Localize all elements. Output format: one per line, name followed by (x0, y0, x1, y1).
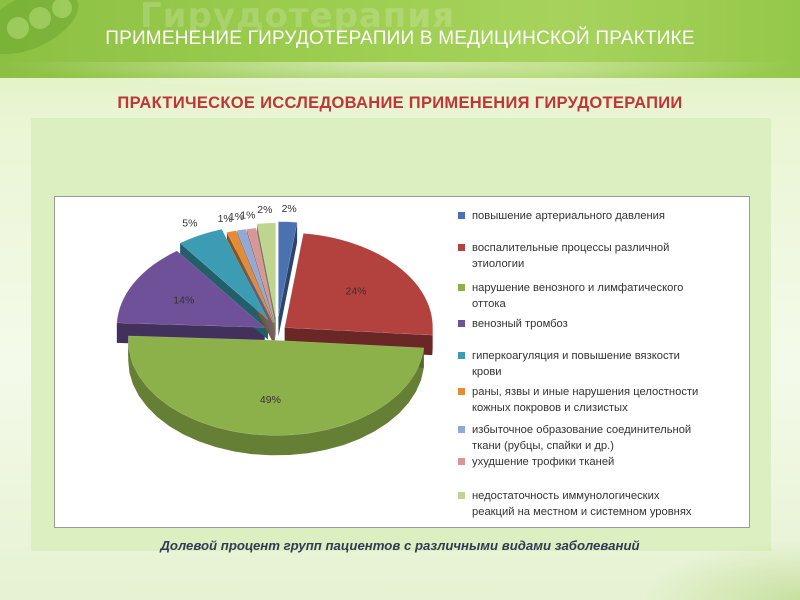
legend-label: нарушение венозного и лимфатического отто… (472, 280, 742, 312)
legend-label: воспалительные процессы различной этиолог… (472, 240, 742, 272)
legend-label-line: избыточное образование соединительной (472, 424, 692, 436)
legend-label: ухудшение трофики тканей (472, 454, 742, 470)
pea-pod-icon (0, 0, 79, 55)
watermark-text: Гирудотерапия (140, 0, 455, 36)
corner-decoration (640, 540, 800, 600)
legend-label: недостаточность иммунологических реакций … (472, 488, 742, 520)
pie-slice-1 (284, 233, 433, 336)
legend-label-line: реакций на местном и системном уровнях (472, 506, 692, 518)
legend-swatch (458, 244, 465, 251)
slice-label-3: 14% (173, 295, 194, 307)
legend-swatch (458, 352, 465, 359)
legend-label: раны, язвы и иные нарушения целостности к… (472, 384, 742, 416)
legend-label-line: воспалительные процессы различной (472, 242, 670, 254)
slice-label-5: 1% (218, 213, 233, 225)
legend-swatch (458, 426, 465, 433)
pie-chart: 2%24%49%14%5% 1%1%1% 2% (116, 203, 433, 456)
pie-slice-7 (246, 227, 276, 323)
legend-swatch (458, 284, 465, 291)
legend-swatch (458, 212, 465, 219)
slice-label-6: 1% (229, 211, 244, 223)
legend-label: избыточное образование соединительной тка… (472, 422, 742, 454)
legend-label: повышение артериального давления (472, 208, 742, 224)
legend-label-line: гиперкоагуляция и повышение вязкости (472, 350, 680, 362)
legend-label-line: раны, язвы и иные нарушения целостности (472, 386, 699, 398)
legend-label-line: ухудшение трофики тканей (472, 456, 615, 468)
legend-swatch (458, 388, 465, 395)
legend-label-line: этиологии (472, 258, 525, 270)
legend-label-line: кожных покровов и слизистых (472, 402, 628, 414)
slice-label-0: 2% (282, 203, 297, 215)
legend-label-line: нарушение венозного и лимфатического (472, 282, 684, 294)
pie-slice-4 (179, 229, 269, 320)
chart-frame: 2% 24% 49% 14% 5% 1% 1% 1% 2% (54, 196, 750, 528)
pie-slice-side-2 (128, 340, 424, 456)
legend-label-line: крови (472, 366, 502, 378)
pie-slice-8 (256, 222, 276, 319)
slice-label-7: 1% (240, 210, 255, 222)
header-band: Гирудотерапия (0, 0, 800, 92)
legend-label-line: венозный тромбоз (472, 318, 568, 330)
legend-label-line: повышение артериального давления (472, 210, 665, 222)
slice-label-4: 5% (182, 218, 197, 230)
legend-label: гиперкоагуляция и повышение вязкости кров… (472, 348, 742, 380)
pie-slice-cut-0-1 (278, 222, 298, 337)
legend-label-line: недостаточность иммунологических (472, 490, 660, 502)
pie-slice-6 (236, 228, 275, 323)
legend-swatch (458, 458, 465, 465)
legend-swatch (458, 492, 465, 499)
slice-label-2: 49% (260, 394, 281, 406)
pie-slice-0 (278, 221, 298, 317)
page-subtitle: ПРАКТИЧЕСКОЕ ИССЛЕДОВАНИЕ ПРИМЕНЕНИЯ ГИР… (117, 94, 683, 112)
pie-slice-5 (226, 230, 274, 323)
slice-label-1: 24% (345, 285, 366, 297)
chart-caption: Долевой процент групп пациентов с различ… (160, 538, 640, 553)
legend-swatch (458, 320, 465, 327)
page-title: ПРИМЕНЕНИЕ ГИРУДОТЕРАПИИ В МЕДИЦИНСКОЙ П… (105, 28, 695, 49)
pie-slice-side-1 (432, 327, 433, 356)
legend-label: венозный тромбоз (472, 316, 742, 332)
legend-label-line: оттока (472, 298, 506, 310)
pie-slice-3 (116, 250, 266, 328)
pie-slice-2 (127, 335, 425, 436)
slice-label-8: 2% (257, 204, 272, 216)
legend-label-line: ткани (рубцы, спайки и др.) (472, 440, 614, 452)
